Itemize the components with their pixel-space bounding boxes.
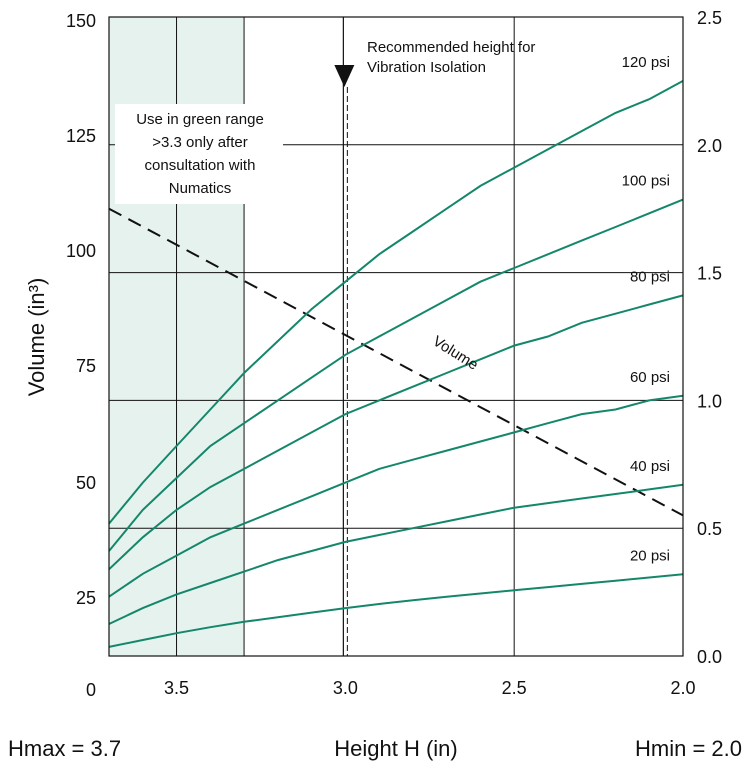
pressure-curve-4 xyxy=(108,483,684,625)
left-tick-label: 125 xyxy=(66,126,96,146)
left-axis-title: Volume (in³) xyxy=(24,278,49,397)
x-tick-label: 2.0 xyxy=(670,678,695,698)
pressure-curve-2 xyxy=(108,294,684,571)
x-tick-label: 2.5 xyxy=(502,678,527,698)
pressure-curve-label: 40 psi xyxy=(630,458,670,475)
pressure-curve-1 xyxy=(108,198,684,552)
left-tick-label: 100 xyxy=(66,241,96,261)
recommended-height-label: Vibration Isolation xyxy=(367,59,486,76)
green-note-line: >3.3 only after xyxy=(152,134,247,151)
plot-frame xyxy=(108,16,684,657)
pressure-curve-label: 80 psi xyxy=(630,268,670,285)
hmin-label: Hmin = 2.0 xyxy=(635,736,742,761)
left-tick-label: 150 xyxy=(66,11,96,31)
left-tick-label: 50 xyxy=(76,473,96,493)
x-tick-label: 3.5 xyxy=(164,678,189,698)
green-note-line: Use in green range xyxy=(136,111,264,128)
volume-line-label: Volume xyxy=(430,333,481,374)
pressure-curve-label: 100 psi xyxy=(622,173,670,190)
green-note-box xyxy=(115,104,283,204)
right-tick-label: 0.0 xyxy=(697,647,722,667)
right-tick-label: 1.5 xyxy=(697,264,722,284)
left-tick-label: 0 xyxy=(86,680,96,700)
right-tick-label: 1.0 xyxy=(697,391,722,411)
x-axis-title: Height H (in) xyxy=(334,736,457,761)
hmax-label: Hmax = 3.7 xyxy=(8,736,121,761)
pressure-curve-label: 20 psi xyxy=(630,547,670,564)
green-note-line: Numatics xyxy=(169,180,232,197)
left-tick-label: 25 xyxy=(76,588,96,608)
recommended-height-arrow xyxy=(334,65,355,87)
right-tick-label: 0.5 xyxy=(697,519,722,539)
pressure-curve-label: 120 psi xyxy=(622,54,670,71)
right-tick-label: 2.5 xyxy=(697,8,722,28)
pressure-curve-0 xyxy=(108,80,684,525)
right-tick-label: 2.0 xyxy=(697,136,722,156)
green-note-line: consultation with xyxy=(145,157,256,174)
left-tick-label: 75 xyxy=(76,356,96,376)
recommended-height-label: Recommended height for xyxy=(367,39,535,56)
x-tick-label: 3.0 xyxy=(333,678,358,698)
pressure-curve-5 xyxy=(108,573,684,648)
pressure-curve-label: 60 psi xyxy=(630,369,670,386)
pressure-curve-3 xyxy=(108,394,684,598)
